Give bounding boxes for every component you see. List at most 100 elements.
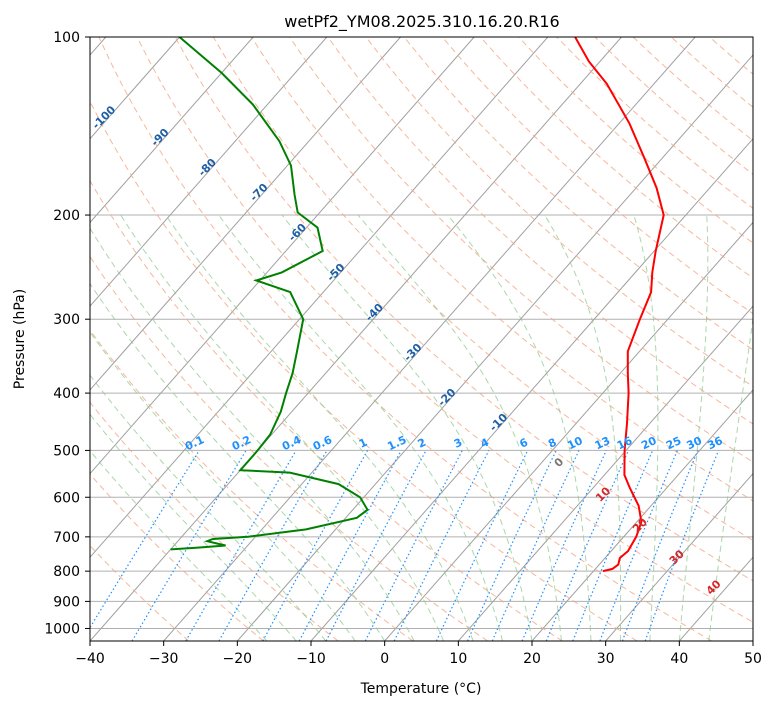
mixing-ratio-line: [393, 450, 490, 641]
dry-adiabat: [289, 37, 753, 463]
dry-adiabat-label: -90: [148, 126, 171, 149]
dry-adiabat-label: -80: [196, 156, 219, 179]
mixing-ratio-line: [364, 450, 463, 641]
x-tick-label: −40: [75, 651, 105, 667]
isotherm-line: [457, 305, 753, 641]
mixing-ratio-line: [644, 450, 720, 641]
y-tick-label: 300: [53, 312, 80, 328]
dry-adiabat: [251, 37, 753, 502]
mixing-ratio-label: 36: [705, 434, 725, 452]
x-tick-label: 20: [523, 651, 541, 667]
moist-adiabat: [120, 214, 445, 641]
isotherm-line: [90, 37, 549, 559]
y-tick-label: 800: [53, 564, 80, 580]
dry-adiabat-label: -70: [247, 181, 270, 204]
dry-adiabat: [90, 401, 339, 641]
y-axis-label: Pressure (hPa): [12, 289, 28, 389]
isotherm-line: [90, 37, 401, 391]
x-tick-label: 10: [449, 651, 467, 667]
moist-adiabat-label: 30: [667, 547, 687, 567]
tick-layer: −40 −30 −20 −10 0 10 20 30 40 5010020030040050060…: [44, 30, 762, 667]
dry-adiabat: [90, 100, 638, 641]
x-tick-label: −20: [223, 651, 253, 667]
moist-adiabat-label: 0: [552, 455, 567, 470]
dry-adiabat: [212, 37, 753, 542]
isotherm-line: [90, 37, 254, 224]
mixing-ratio-label: 3: [452, 436, 464, 451]
mixing-ratio-line: [218, 450, 328, 641]
dry-adiabat: [441, 37, 753, 315]
dry-adiabat-label: -50: [324, 261, 347, 284]
mixing-ratio-label: 8: [546, 436, 558, 451]
mixing-ratio-line: [325, 450, 427, 641]
moist-adiabat: [218, 214, 503, 641]
dry-adiabat: [670, 37, 753, 108]
moist-adiabat: [633, 214, 659, 641]
grid-layer: [90, 37, 753, 641]
dry-adiabat: [518, 37, 753, 244]
dewpoint-profile-line: [170, 37, 369, 551]
isotherm-line: [90, 37, 328, 307]
mixing-ratio-label: 6: [517, 436, 530, 451]
dry-adiabat: [174, 37, 753, 582]
dry-adiabat: [327, 37, 753, 425]
dry-adiabat: [90, 473, 264, 641]
plot-frame: [89, 36, 754, 642]
mixing-ratio-label: 16: [615, 434, 635, 452]
moist-adiabat: [90, 282, 386, 641]
x-tick-label: 50: [744, 651, 762, 667]
dry-adiabat: [90, 255, 488, 641]
mixing-ratio-label: 13: [593, 434, 612, 452]
moist-adiabat: [90, 450, 268, 641]
temperature-profile-line: [574, 37, 665, 573]
mixing-ratio-line: [521, 450, 607, 641]
moist-adiabat: [90, 413, 297, 641]
dry-adiabat: [90, 179, 563, 641]
y-tick-label: 700: [53, 530, 80, 546]
isotherm-line: [163, 37, 696, 641]
moist-adiabat: [678, 214, 709, 641]
moist-adiabat: [708, 314, 753, 641]
mixing-ratio-line: [572, 450, 654, 641]
dry-adiabat-label: -40: [363, 301, 386, 324]
moist-adiabat: [90, 331, 356, 641]
x-tick-label: 0: [380, 651, 389, 667]
dry-adiabat: [136, 37, 753, 623]
y-tick-label: 500: [53, 443, 80, 459]
mixing-ratio-label: 25: [664, 434, 683, 452]
mixing-ratio-line: [298, 450, 402, 641]
moist-adiabat: [165, 214, 474, 641]
x-axis-label: Temperature (°C): [360, 681, 482, 697]
dry-adiabat-label: -10: [487, 411, 510, 434]
mixing-ratio-line: [599, 450, 678, 641]
x-tick-label: −30: [149, 651, 179, 667]
moist-adiabat: [357, 214, 562, 641]
isotherm-line: [90, 37, 622, 641]
mixing-ratio-label: 1: [357, 436, 369, 451]
moist-adiabat: [90, 227, 415, 641]
dry-adiabat-label: -20: [435, 386, 458, 409]
y-tick-label: 400: [53, 386, 80, 402]
y-tick-label: 1000: [44, 621, 80, 637]
moist-adiabat: [90, 374, 327, 641]
x-tick-label: 30: [597, 651, 615, 667]
line-label-layer: 0.1 0.2 0.4 0.6 1 1.5 2 3 4 6 8 10 13 16 20 25 30 36-100-…: [90, 103, 725, 598]
mixing-ratio-line: [621, 450, 699, 641]
dry-adiabat: [709, 37, 753, 75]
mixing-ratio-line: [491, 450, 580, 641]
y-tick-label: 100: [53, 30, 80, 46]
moist-adiabat-label: 10: [593, 484, 613, 504]
moist-adiabat-label: 20: [630, 515, 650, 535]
mixing-ratio-line: [262, 450, 369, 641]
mixing-ratio-label: 10: [565, 434, 585, 452]
isotherm-line: [90, 37, 180, 140]
mixing-ratio-label: 20: [639, 434, 659, 452]
dry-adiabat: [365, 37, 753, 388]
isotherm-line: [678, 556, 753, 641]
mixing-ratio-label: 2: [416, 436, 428, 451]
moist-adiabat: [281, 214, 533, 641]
isotherm-line: [752, 640, 753, 641]
mixing-ratio-line: [545, 450, 629, 641]
isotherm-line: [531, 389, 753, 641]
